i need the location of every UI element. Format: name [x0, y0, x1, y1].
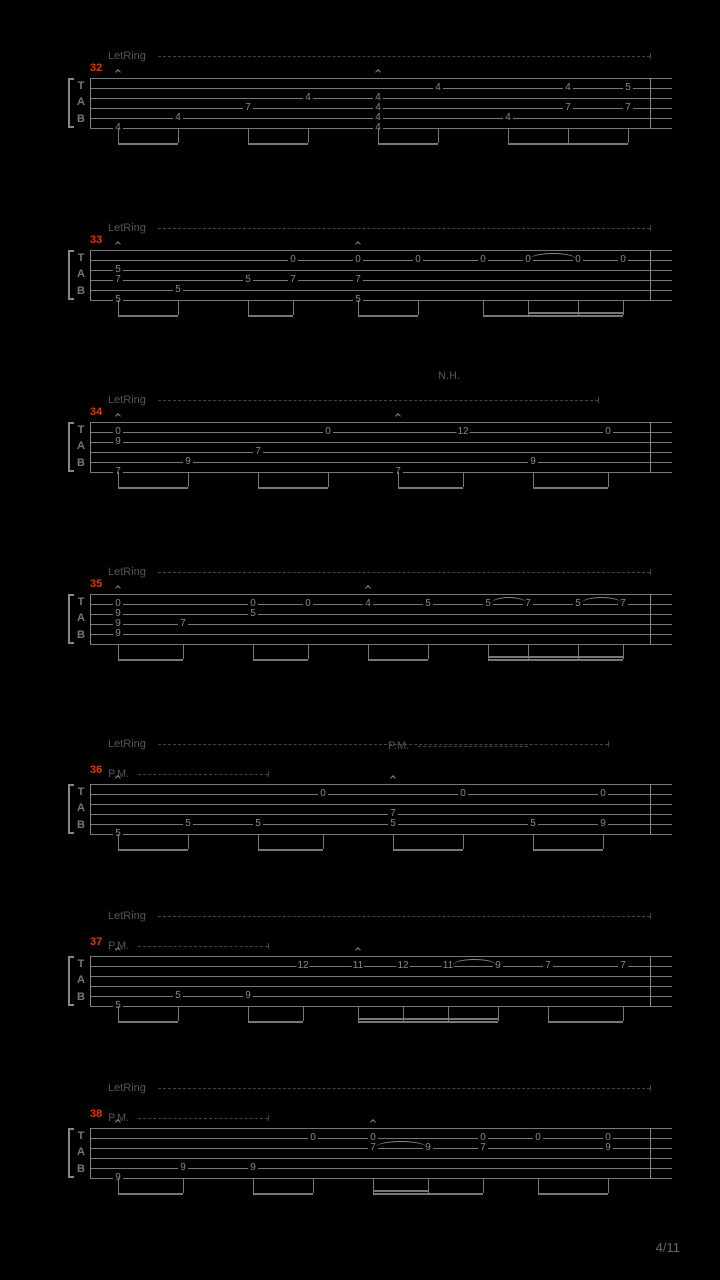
fret-number: 0: [478, 255, 488, 265]
fret-number: 0: [308, 1133, 318, 1143]
fret-number: 9: [113, 629, 123, 639]
tab-staff: TAB575557007500000: [90, 250, 672, 300]
fret-number: 9: [528, 457, 538, 467]
fret-number: 5: [253, 819, 263, 829]
measure-number: 36: [90, 764, 102, 776]
fret-number: 5: [573, 599, 583, 609]
fret-number: 7: [243, 103, 253, 113]
tab-staff: TAB09997050455757: [90, 594, 672, 644]
measure-number: 37: [90, 936, 102, 948]
tab-system: LetRing33TAB575557007500000: [68, 222, 672, 342]
technique-label: LetRing: [108, 50, 146, 62]
fret-number: 5: [173, 285, 183, 295]
fret-number: 7: [113, 275, 123, 285]
tab-staff: TAB5550750590: [90, 784, 672, 834]
fret-number: 12: [396, 961, 409, 971]
fret-number: 9: [183, 457, 193, 467]
technique-label: P.M.: [388, 740, 409, 752]
fret-number: 0: [598, 789, 608, 799]
fret-number: 9: [113, 437, 123, 447]
fret-number: 4: [173, 113, 183, 123]
tab-clef: TAB: [74, 594, 88, 644]
fret-number: 11: [442, 961, 454, 971]
tab-staff: TAB55912111211977: [90, 956, 672, 1006]
fret-number: 7: [253, 447, 263, 457]
measure-number: 38: [90, 1108, 102, 1120]
fret-number: 0: [413, 255, 423, 265]
technique-label: LetRing: [108, 910, 146, 922]
fret-number: 9: [243, 991, 253, 1001]
fret-number: 7: [178, 619, 188, 629]
measure-number: 35: [90, 578, 102, 590]
fret-number: 4: [563, 83, 573, 93]
measure-number: 32: [90, 62, 102, 74]
tab-staff: TAB09797071290: [90, 422, 672, 472]
fret-number: 0: [603, 1133, 613, 1143]
tab-staff: TAB999070970090: [90, 1128, 672, 1178]
fret-number: 5: [623, 83, 633, 93]
fret-number: 0: [458, 789, 468, 799]
fret-number: 4: [303, 93, 313, 103]
measure-number: 33: [90, 234, 102, 246]
technique-label: LetRing: [108, 738, 146, 750]
fret-number: 9: [603, 1143, 613, 1153]
tab-system: LetRing32TAB44744444444757: [68, 50, 672, 170]
fret-number: 4: [433, 83, 443, 93]
fret-number: 7: [353, 275, 363, 285]
fret-number: 12: [296, 961, 309, 971]
fret-number: 7: [288, 275, 298, 285]
page-number: 4/11: [656, 1240, 680, 1255]
fret-number: 9: [598, 819, 608, 829]
fret-number: 9: [178, 1163, 188, 1173]
tab-clef: TAB: [74, 250, 88, 300]
fret-number: 7: [623, 103, 633, 113]
fret-number: 11: [352, 961, 364, 971]
fret-number: 12: [456, 427, 469, 437]
fret-number: 4: [363, 599, 373, 609]
fret-number: 5: [173, 991, 183, 1001]
tab-system: LetRingP.M.38TAB999070970090: [68, 1082, 672, 1202]
tab-system: LetRingP.M.37TAB55912111211977: [68, 910, 672, 1030]
tab-clef: TAB: [74, 784, 88, 834]
fret-number: 0: [368, 1133, 378, 1143]
fret-number: 5: [243, 275, 253, 285]
fret-number: 5: [248, 609, 258, 619]
fret-number: 5: [388, 819, 398, 829]
technique-label: N.H.: [438, 370, 460, 382]
fret-number: 0: [618, 255, 628, 265]
fret-number: 0: [533, 1133, 543, 1143]
tab-system: LetRing34N.H.TAB09797071290: [68, 394, 672, 514]
fret-number: 5: [483, 599, 493, 609]
technique-label: LetRing: [108, 1082, 146, 1094]
fret-number: 0: [303, 599, 313, 609]
fret-number: 7: [478, 1143, 488, 1153]
fret-number: 7: [563, 103, 573, 113]
technique-label: LetRing: [108, 566, 146, 578]
fret-number: 7: [618, 961, 628, 971]
fret-number: 0: [288, 255, 298, 265]
fret-number: 7: [543, 961, 553, 971]
fret-number: 5: [183, 819, 193, 829]
tab-staff: TAB44744444444757: [90, 78, 672, 128]
measure-number: 34: [90, 406, 102, 418]
fret-number: 0: [323, 427, 333, 437]
fret-number: 0: [353, 255, 363, 265]
fret-number: 0: [603, 427, 613, 437]
tab-system: LetRing35TAB09997050455757: [68, 566, 672, 686]
tab-clef: TAB: [74, 78, 88, 128]
fret-number: 5: [528, 819, 538, 829]
tab-system: LetRingP.M.36P.M.TAB5550750590: [68, 738, 672, 858]
fret-number: 9: [248, 1163, 258, 1173]
technique-label: LetRing: [108, 222, 146, 234]
technique-label: LetRing: [108, 394, 146, 406]
fret-number: 0: [478, 1133, 488, 1143]
tab-clef: TAB: [74, 422, 88, 472]
fret-number: 5: [423, 599, 433, 609]
tab-clef: TAB: [74, 956, 88, 1006]
fret-number: 4: [503, 113, 513, 123]
fret-number: 0: [318, 789, 328, 799]
tab-clef: TAB: [74, 1128, 88, 1178]
